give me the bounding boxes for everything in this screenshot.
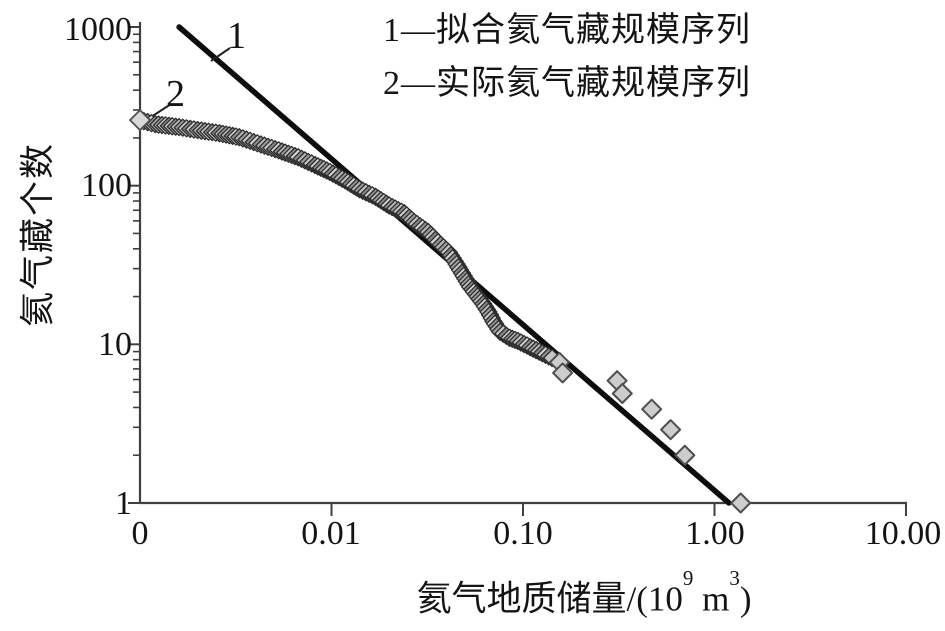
x-axis-title-exponent-3: 3 — [729, 566, 740, 590]
x-axis-title-prefix: 氦气地质储量/(10 — [416, 579, 683, 619]
y-tick-label-1000: 1000 — [64, 11, 132, 48]
x-tick-label-0-01: 0.01 — [301, 515, 361, 552]
y-tick-label-1: 1 — [115, 485, 132, 522]
y-tick-label-100: 100 — [81, 167, 132, 204]
actual-series-marker — [641, 398, 663, 420]
legend-entry-fitted: 1—拟合氦气藏规模序列 — [383, 12, 751, 49]
actual-series-marker — [552, 362, 574, 384]
annotation-2-actual-series: 2 — [166, 73, 185, 115]
annotation-1-fitted-line: 1 — [227, 15, 246, 57]
actual-series-marker — [660, 419, 682, 441]
x-axis-title: 氦气地质储量/(109 m3) — [416, 568, 752, 619]
annotation-1-leader — [210, 47, 231, 62]
x-axis-title-suffix: ) — [739, 579, 752, 619]
x-axis-title-exponent-9: 9 — [682, 566, 694, 590]
actual-series-marker — [611, 382, 633, 404]
legend-entry-actual: 2—实际氦气藏规模序列 — [383, 65, 751, 102]
x-tick-label-10-00: 10.00 — [864, 515, 942, 552]
actual-series-marker — [674, 444, 696, 466]
x-tick-label-1-00: 1.00 — [685, 515, 745, 552]
actual-series-marker — [730, 492, 752, 514]
y-axis-title: 氦气藏个数 — [18, 142, 58, 328]
y-tick-label-10: 10 — [98, 326, 132, 363]
actual-series-first-marker — [129, 109, 151, 131]
x-axis-title-unit: m — [693, 579, 730, 619]
x-tick-label-0: 0 — [131, 515, 149, 552]
x-tick-label-0-10: 0.10 — [493, 515, 553, 552]
